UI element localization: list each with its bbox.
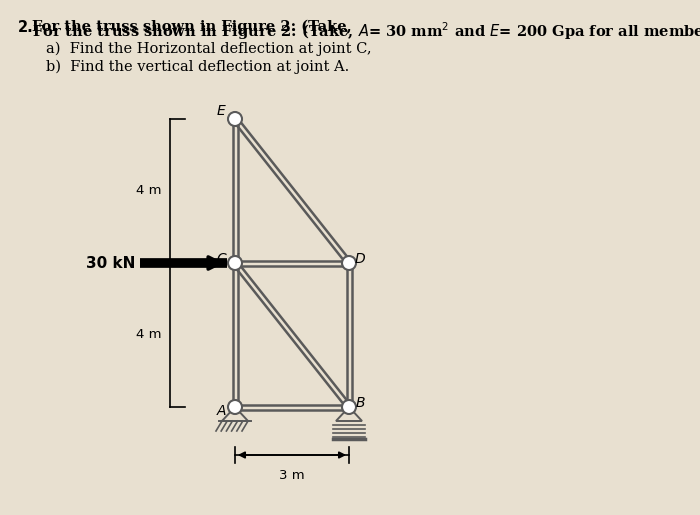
- Circle shape: [342, 400, 356, 414]
- Circle shape: [228, 400, 242, 414]
- Text: 30 kN: 30 kN: [85, 255, 135, 270]
- Text: 4 m: 4 m: [136, 184, 162, 197]
- Text: b)  Find the vertical deflection at joint A.: b) Find the vertical deflection at joint…: [46, 60, 349, 74]
- Text: D: D: [355, 252, 365, 266]
- Circle shape: [342, 256, 356, 270]
- Circle shape: [228, 256, 242, 270]
- Text: B: B: [355, 396, 365, 410]
- Text: 2.: 2.: [18, 20, 34, 35]
- Text: a)  Find the Horizontal deflection at joint C,: a) Find the Horizontal deflection at joi…: [46, 42, 372, 56]
- Text: E: E: [216, 104, 225, 118]
- Text: C: C: [216, 252, 226, 266]
- Text: 4 m: 4 m: [136, 329, 162, 341]
- Text: For the truss shown in Figure 2: (Take, $\it{A}$= 30 mm$^2$ and $\it{E}$= 200 Gp: For the truss shown in Figure 2: (Take, …: [32, 20, 700, 42]
- Text: 3 m: 3 m: [279, 469, 304, 482]
- Text: A: A: [216, 404, 225, 418]
- Circle shape: [228, 112, 242, 126]
- Text: For the truss shown in Figure 2: (Take,: For the truss shown in Figure 2: (Take,: [32, 20, 357, 35]
